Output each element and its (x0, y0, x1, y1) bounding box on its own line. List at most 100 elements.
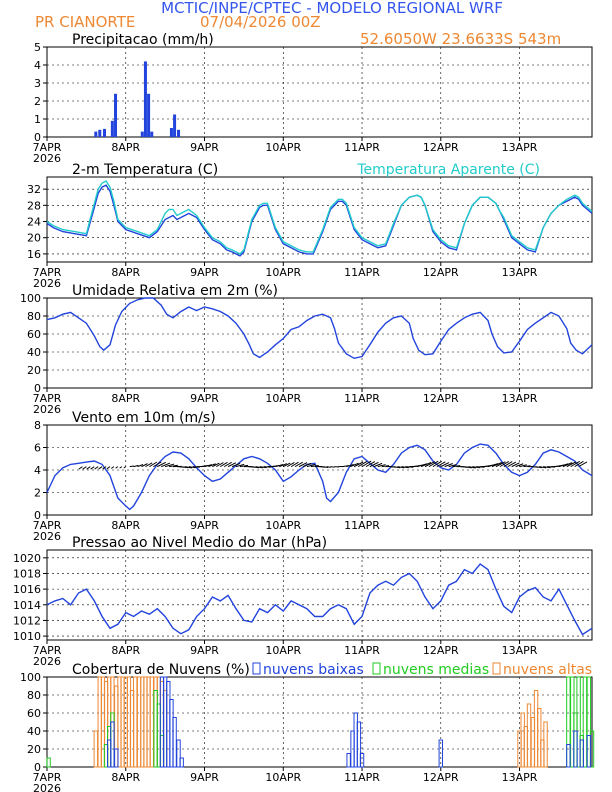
wind-arrow (184, 466, 192, 469)
y-tick-label: 1018 (13, 567, 41, 580)
x-tick-label: 7APR (33, 392, 62, 405)
wind-arrow (444, 463, 453, 468)
y-tick-label: 0 (34, 382, 41, 395)
wind-arrow (168, 464, 178, 468)
wind-arrow (161, 462, 171, 468)
x-tick-year: 2026 (33, 655, 61, 668)
wind-arrow (263, 466, 271, 468)
wind-arrow (188, 466, 196, 469)
wind-arrow (566, 461, 577, 468)
y-tick-label: 32 (27, 183, 41, 196)
legend-label: nuvens medias (383, 662, 489, 678)
data-bar (110, 721, 115, 768)
x-tick-label: 10APR (265, 519, 301, 532)
data-bar (93, 730, 99, 768)
x-tick-label: 9APR (190, 519, 219, 532)
wind-arrow (82, 466, 87, 470)
x-tick-label: 10APR (265, 392, 301, 405)
legend-label: Temperatura Aparente (C) (356, 162, 540, 178)
y-tick-label: 40 (27, 346, 41, 359)
wind-arrow (212, 462, 220, 468)
x-tick-label: 11APR (344, 519, 380, 532)
data-bar (179, 757, 184, 768)
x-tick-label: 13APR (502, 644, 538, 657)
wind-arrow (220, 461, 228, 468)
wind-arrow (239, 464, 249, 468)
wind-arrow (562, 462, 573, 468)
wind-arrow (192, 466, 200, 468)
wind-arrow (420, 462, 432, 468)
wind-arrow (440, 462, 450, 468)
y-tick-label: 0 (34, 509, 41, 522)
y-tick-label: 1012 (13, 614, 41, 627)
legend-swatch (252, 662, 261, 675)
wind-arrow (255, 466, 263, 469)
wind-arrow (102, 466, 107, 470)
wind-arrow (322, 466, 329, 469)
series-line (46, 443, 593, 511)
wind-arrow (275, 463, 284, 468)
data-bar (537, 708, 542, 768)
wind-arrow (346, 463, 355, 468)
x-tick-year: 2026 (33, 152, 61, 165)
panel-title: Pressao ao Nivel Medio do Mar (hPa) (72, 535, 327, 551)
wind-arrow (294, 461, 304, 468)
wind-arrow (472, 466, 481, 469)
x-tick-label: 7APR (33, 644, 62, 657)
y-tick-label: 60 (27, 328, 41, 341)
x-tick-label: 8APR (111, 266, 140, 279)
data-bar (582, 676, 588, 768)
x-tick-label: 11APR (344, 644, 380, 657)
wind-arrow (369, 461, 379, 468)
y-tick-label: 100 (20, 671, 41, 684)
y-tick-label: 2 (34, 95, 41, 108)
wind-arrow (145, 462, 153, 468)
data-bar (356, 721, 362, 768)
data-bar (169, 128, 173, 137)
wind-arrow (235, 463, 245, 468)
wind-arrow (259, 466, 267, 469)
wind-arrow (491, 462, 502, 468)
wind-arrow (137, 464, 144, 468)
legend-label: nuvens altas (503, 662, 592, 678)
panel-title: 2-m Temperatura (C) (72, 162, 218, 178)
wind-arrow (543, 466, 551, 469)
x-tick-label: 12APR (423, 141, 459, 154)
wind-arrow (401, 466, 409, 469)
x-tick-label: 13APR (502, 771, 538, 784)
y-tick-label: 100 (20, 292, 41, 305)
x-tick-label: 11APR (344, 392, 380, 405)
wind-arrow (574, 460, 584, 468)
series-line (46, 563, 593, 636)
data-bar (566, 744, 571, 768)
header-run: 07/04/2026 00Z (200, 13, 321, 31)
wind-arrow (468, 466, 476, 469)
y-tick-label: 80 (27, 310, 41, 323)
x-tick-label: 12APR (423, 771, 459, 784)
x-tick-label: 11APR (344, 771, 380, 784)
y-tick-label: 1010 (13, 630, 41, 643)
wind-arrow (298, 462, 308, 468)
wind-arrow (106, 466, 111, 470)
y-tick-label: 1014 (13, 599, 41, 612)
x-tick-label: 12APR (423, 392, 459, 405)
y-tick-label: 6 (34, 442, 41, 455)
wind-arrow (180, 466, 189, 469)
wind-arrow (353, 461, 364, 468)
wind-arrow (133, 464, 139, 468)
x-tick-label: 8APR (111, 392, 140, 405)
y-tick-label: 5 (34, 41, 41, 54)
x-tick-label: 8APR (111, 141, 140, 154)
panel-frame (46, 297, 593, 389)
wind-arrow (216, 462, 224, 468)
wind-arrow (511, 462, 520, 468)
wind-arrow (98, 466, 103, 470)
y-tick-label: 16 (27, 248, 41, 261)
wind-arrow (499, 460, 510, 468)
data-bar (526, 703, 532, 768)
